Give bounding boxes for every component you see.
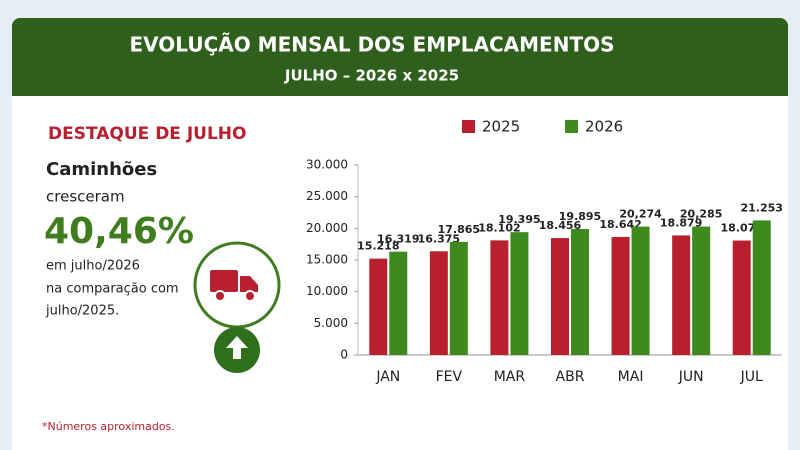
bar [429,251,448,355]
value-label: 18.879 [660,216,702,229]
title: EVOLUÇÃO MENSAL DOS EMPLACAMENTOS [130,33,615,57]
y-tick-label: 15.000 [306,253,348,267]
value-label: 19.895 [559,210,601,223]
legend-swatch [462,120,475,133]
legend-label: 2025 [482,118,520,136]
bar [672,235,691,355]
value-label: 18.456 [539,219,582,232]
bar [752,220,771,355]
subtitle: JULHO – 2026 x 2025 [284,67,459,85]
y-tick-label: 30.000 [306,158,348,172]
highlight-percent: 40,46% [44,211,194,252]
y-tick-label: 25.000 [306,189,348,203]
header-band [12,18,788,96]
truck-icon [193,241,281,329]
highlight-verb: cresceram [46,188,125,206]
bar [510,232,529,355]
y-tick-label: 0 [340,348,348,362]
value-label: 18.074 [720,222,763,235]
bar [732,240,751,355]
card [12,18,788,450]
bar [369,258,388,355]
x-tick-label: MAI [618,369,644,385]
value-label: 16.375 [418,232,460,245]
chart: 0 5.000 10.000 15.000 20.000 25.000 30.000 2025… [306,118,783,386]
highlight-line: julho/2025. [45,304,119,319]
highlight-line: na comparação com [46,282,179,297]
y-tick-label: 5.000 [314,316,348,330]
y-tick-label: 10.000 [306,284,348,298]
bar [449,241,468,355]
highlight-heading: DESTAQUE DE JULHO [48,124,246,144]
bar [389,251,408,355]
highlight-subject: Caminhões [46,159,157,180]
bar [490,240,509,355]
bar [631,226,650,355]
value-label: 18.642 [599,218,641,231]
value-label: 18.102 [478,221,520,234]
legend-label: 2026 [585,118,623,136]
bar [692,226,711,355]
value-label: 20,285 [680,208,722,221]
y-tick-label: 20.000 [306,221,348,235]
x-tick-label: ABR [556,369,585,385]
x-tick-label: MAR [494,369,526,385]
x-tick-label: JUL [740,369,763,385]
highlight-line: em julho/2026 [46,259,140,274]
value-label: 19.395 [498,213,540,226]
bar [611,236,630,355]
footnote: *Números aproximados. [42,420,175,433]
bar [571,228,589,355]
legend-swatch [565,120,578,133]
x-tick-label: JAN [375,369,400,385]
value-label: 17.865 [438,223,480,236]
value-label: 21.253 [740,201,782,214]
up-arrow-icon [214,327,260,373]
value-label: 20,274 [619,208,662,221]
value-label: 15.218 [357,240,399,253]
value-label: 16.319 [377,233,419,246]
x-tick-label: FEV [436,369,463,385]
bar [551,238,569,355]
x-tick-label: JUN [678,369,704,385]
